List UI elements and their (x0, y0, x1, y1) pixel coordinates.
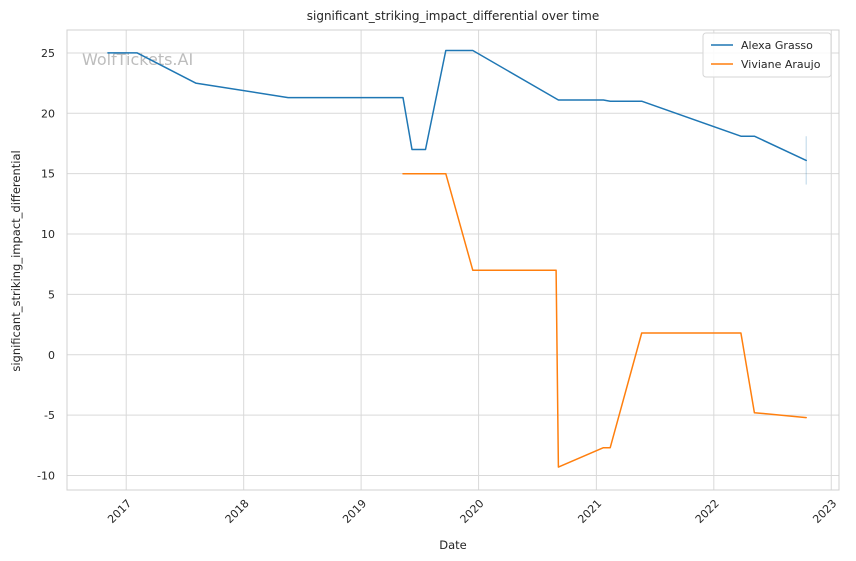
x-tick-label: 2017 (105, 497, 134, 526)
y-tick-label: -5 (44, 409, 55, 422)
x-tick-label: 2021 (575, 497, 604, 526)
plot-frame (66, 29, 840, 491)
y-tick-label: 15 (41, 168, 55, 181)
series-layer (107, 49, 807, 468)
y-tick-label: 10 (41, 228, 55, 241)
x-tick-label: 2022 (693, 497, 722, 526)
y-tick-label: 25 (41, 47, 55, 60)
x-axis-title: Date (439, 538, 467, 552)
y-tick-label: -10 (37, 470, 55, 483)
series-line-viviane-araujo (402, 172, 807, 468)
legend-label-alexa-grasso: Alexa Grasso (741, 39, 813, 52)
series-line-alexa-grasso (107, 49, 807, 162)
legend: Alexa Grasso Viviane Araujo (702, 32, 832, 78)
chart-title: significant_striking_impact_differential… (307, 9, 599, 23)
y-tick-label: 5 (48, 288, 55, 301)
x-tick-label: 2020 (458, 497, 487, 526)
y-tick-label: 20 (41, 107, 55, 120)
x-tick-label: 2018 (223, 497, 252, 526)
grid-layer (67, 30, 839, 490)
legend-label-viviane-araujo: Viviane Araujo (741, 58, 821, 71)
legend-box (702, 32, 832, 78)
watermark-text: WolfTickets.AI (82, 50, 193, 69)
y-tick-label: 0 (48, 349, 55, 362)
y-axis-title: significant_striking_impact_differential (9, 150, 23, 371)
tick-layer: -10 -5 0 5 10 15 20 25 2017 2018 2019 2020 2021 2022 2… (37, 47, 839, 526)
x-tick-label: 2023 (810, 497, 839, 526)
x-tick-label: 2019 (340, 497, 369, 526)
